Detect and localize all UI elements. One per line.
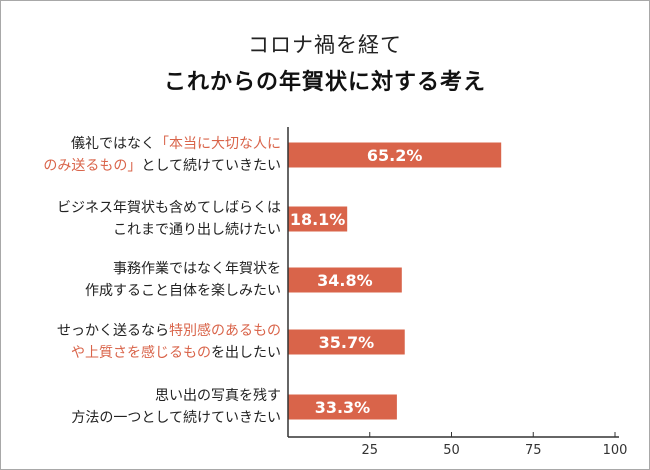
bar-value-label-2: 18.1% xyxy=(290,210,346,229)
label-text: 事務作業ではなく年賀状を xyxy=(113,261,281,277)
bar-2 xyxy=(288,206,348,232)
label-text: 方法の一つとして続けていきたい xyxy=(71,410,281,426)
label-text: として続けていきたい xyxy=(141,158,281,174)
bar-1 xyxy=(288,142,502,168)
bar-value-label-1: 65.2% xyxy=(367,146,423,165)
bar-value-label-5: 33.3% xyxy=(315,398,371,417)
x-tick-label-25: 25 xyxy=(361,443,378,458)
highlighted-text: や上質さを感じるもの xyxy=(71,345,211,361)
category-label-line: のみ送るもの」として続けていきたい xyxy=(11,155,281,177)
category-label-line: せっかく送るなら特別感のあるもの xyxy=(11,320,281,342)
label-text: これまで通り出し続けたい xyxy=(113,222,281,238)
bar-5 xyxy=(288,394,397,420)
category-label-line: 方法の一つとして続けていきたい xyxy=(11,407,281,429)
bar-value-label-4: 35.7% xyxy=(319,333,375,352)
category-label-line: これまで通り出し続けたい xyxy=(11,219,281,241)
category-label-4: せっかく送るなら特別感のあるもの や上質さを感じるものを出したい xyxy=(11,320,281,364)
x-tick-label-50: 50 xyxy=(443,443,460,458)
bar-3 xyxy=(288,267,402,293)
label-text: せっかく送るなら xyxy=(57,323,169,339)
chart-title-line1: コロナ禍を経て xyxy=(248,33,402,57)
bar-4 xyxy=(288,329,405,355)
category-label-line: や上質さを感じるものを出したい xyxy=(11,342,281,364)
highlighted-text: 特別感のあるもの xyxy=(169,323,281,339)
x-tick-label-75: 75 xyxy=(525,443,542,458)
category-label-5: 思い出の写真を残す方法の一つとして続けていきたい xyxy=(11,385,281,429)
highlighted-text: のみ送るもの」 xyxy=(43,158,142,174)
category-label-line: 儀礼ではなく「本当に大切な人に xyxy=(11,133,281,155)
highlighted-text: 「本当に大切な人に xyxy=(155,136,281,152)
chart-title-line2: これからの年賀状に対する考え xyxy=(163,70,486,95)
category-label-line: ビジネス年賀状も含めてしばらくは xyxy=(11,197,281,219)
category-label-line: 作成すること自体を楽しみたい xyxy=(11,280,281,302)
category-label-2: ビジネス年賀状も含めてしばらくはこれまで通り出し続けたい xyxy=(11,197,281,241)
category-label-3: 事務作業ではなく年賀状を作成すること自体を楽しみたい xyxy=(11,258,281,302)
bar-value-label-3: 34.8% xyxy=(317,271,373,290)
x-tick-label-100: 100 xyxy=(603,443,628,458)
label-text: 作成すること自体を楽しみたい xyxy=(85,283,281,299)
label-text: を出したい xyxy=(211,345,281,361)
label-text: ビジネス年賀状も含めてしばらくは xyxy=(57,200,281,216)
label-text: 思い出の写真を残す xyxy=(155,388,281,404)
category-label-line: 思い出の写真を残す xyxy=(11,385,281,407)
label-text: 儀礼ではなく xyxy=(71,136,155,152)
category-label-1: 儀礼ではなく「本当に大切な人に のみ送るもの」として続けていきたい xyxy=(11,133,281,177)
category-label-line: 事務作業ではなく年賀状を xyxy=(11,258,281,280)
